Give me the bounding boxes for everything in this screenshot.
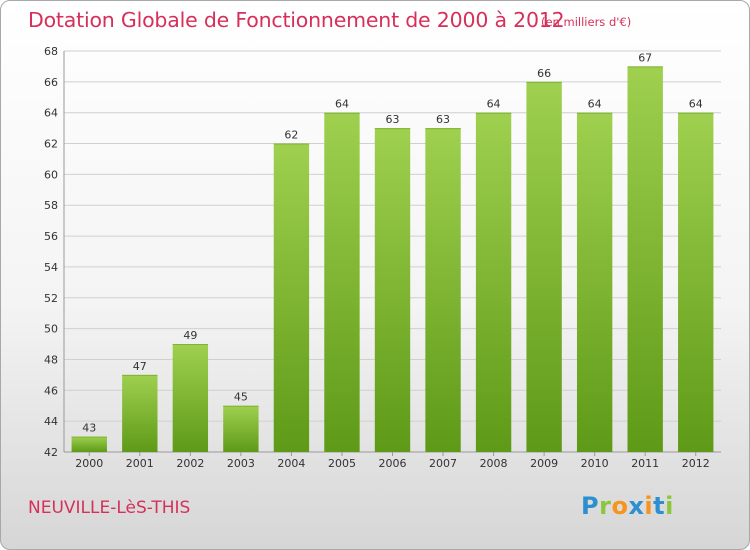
x-tick-label: 2012 [682, 457, 710, 470]
data-label: 64 [689, 98, 703, 111]
x-tick-label: 2000 [75, 457, 103, 470]
x-tick-label: 2001 [126, 457, 154, 470]
bar [71, 436, 107, 452]
data-label: 67 [638, 51, 652, 64]
data-label: 43 [82, 422, 96, 435]
x-tick-label: 2011 [631, 457, 659, 470]
data-label: 45 [234, 391, 248, 404]
data-labels: 43 47 49 45 62 64 63 63 64 66 64 67 64 [82, 51, 702, 434]
y-tick-label: 56 [44, 230, 58, 243]
bar [475, 112, 512, 452]
bar [627, 66, 663, 452]
bar [425, 128, 461, 452]
y-tick-label: 60 [44, 168, 58, 181]
commune-name: NEUVILLE-LèS-THIS [28, 498, 191, 518]
y-tick-label: 66 [44, 76, 58, 89]
logo-letter: x [628, 492, 645, 520]
data-label: 66 [537, 67, 551, 80]
y-tick-label: 50 [44, 323, 58, 336]
bar [122, 374, 158, 452]
bar [172, 344, 209, 452]
data-label: 64 [588, 98, 602, 111]
x-tick-label: 2008 [480, 457, 508, 470]
bar [374, 128, 411, 452]
y-tick-label: 48 [44, 353, 58, 366]
y-tick-label: 44 [44, 415, 58, 428]
bar [324, 112, 360, 452]
bars [71, 66, 714, 453]
x-tick-label: 2005 [328, 457, 356, 470]
unit-note: (en milliers d'€) [541, 15, 632, 29]
data-label: 64 [487, 98, 501, 111]
y-tick-label: 62 [44, 138, 58, 151]
logo-letter: i [644, 492, 654, 520]
chart-title: Dotation Globale de Fonctionnement de 20… [28, 8, 565, 32]
x-tick-label: 2010 [581, 457, 609, 470]
logo-letter: o [611, 492, 629, 520]
y-tick-label: 64 [44, 107, 58, 120]
x-tick-label: 2007 [429, 457, 457, 470]
data-label: 63 [386, 113, 400, 126]
x-tick-label: 2006 [379, 457, 407, 470]
data-label: 47 [133, 360, 147, 373]
logo-letter: i [665, 492, 674, 520]
bar [223, 405, 259, 452]
bar [526, 81, 562, 452]
data-label: 49 [183, 329, 197, 342]
bar [273, 143, 310, 453]
proxiti-logo[interactable]: Proxiti [581, 492, 674, 520]
data-label: 64 [335, 98, 349, 111]
tick-labels: 42 44 46 48 50 52 54 56 58 60 62 64 66 68 2000 2001 2002… [44, 45, 710, 470]
y-tick-label: 52 [44, 292, 58, 305]
data-label: 63 [436, 113, 450, 126]
x-tick-label: 2002 [176, 457, 204, 470]
x-tick-label: 2003 [227, 457, 255, 470]
logo-letter: t [653, 492, 666, 520]
y-tick-label: 54 [44, 261, 58, 274]
y-tick-label: 68 [44, 45, 58, 58]
bar [678, 112, 714, 452]
data-label: 62 [284, 129, 298, 142]
x-tick-label: 2009 [530, 457, 558, 470]
x-tick-label: 2004 [277, 457, 305, 470]
y-tick-label: 58 [44, 199, 58, 212]
y-tick-label: 42 [44, 446, 58, 459]
logo-letter: r [599, 492, 612, 520]
logo-letter: P [581, 492, 600, 520]
bar [576, 112, 613, 452]
y-tick-label: 46 [44, 384, 58, 397]
